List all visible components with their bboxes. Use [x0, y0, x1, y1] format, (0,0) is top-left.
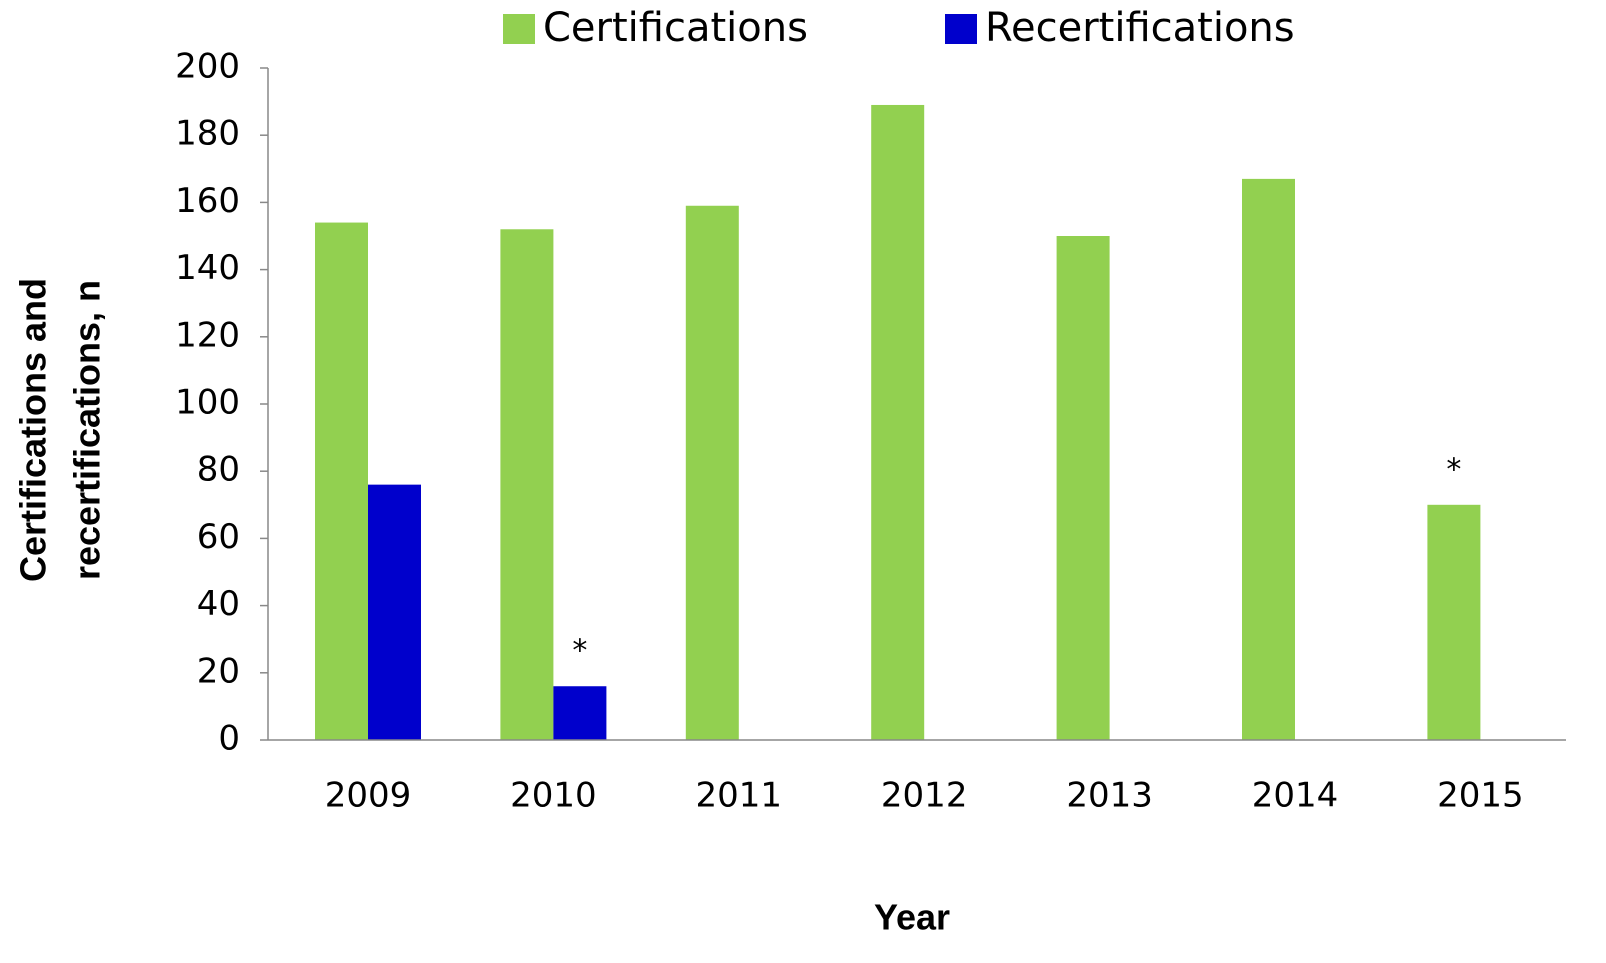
y-tick-label: 80 — [197, 450, 240, 490]
annotation: * — [1446, 452, 1461, 487]
x-tick-label: 2013 — [1066, 776, 1153, 816]
bar — [500, 229, 554, 740]
y-tick-label: 40 — [197, 584, 240, 624]
bar — [1427, 504, 1481, 740]
bar — [553, 686, 607, 740]
y-tick-label: 180 — [175, 114, 240, 154]
annotation: * — [572, 634, 587, 669]
x-tick-label: 2011 — [696, 776, 783, 816]
x-tick-label: 2012 — [881, 776, 968, 816]
bar — [1056, 236, 1110, 740]
bar — [685, 205, 739, 740]
bar — [1242, 178, 1295, 740]
y-tick-label: 20 — [197, 651, 240, 691]
bar — [368, 484, 421, 740]
bar — [315, 222, 368, 740]
x-tick-label: 2009 — [325, 776, 412, 816]
y-tick-label: 0 — [218, 719, 240, 759]
y-tick-label: 200 — [175, 47, 240, 87]
legend-swatch — [503, 14, 535, 44]
legend-label: Recertifications — [985, 5, 1295, 51]
y-axis-title: Certifications and — [13, 278, 54, 582]
legend-swatch — [945, 14, 977, 44]
y-tick-label: 60 — [197, 517, 240, 557]
legend-label: Certifications — [543, 5, 808, 51]
x-tick-label: 2015 — [1437, 776, 1524, 816]
y-tick-label: 120 — [175, 315, 240, 355]
y-tick-label: 100 — [175, 383, 240, 423]
bar — [871, 104, 925, 740]
y-tick-label: 160 — [175, 181, 240, 221]
x-axis-title: Year — [874, 897, 950, 938]
y-tick-label: 140 — [175, 248, 240, 288]
y-axis-title: recertifications, n — [67, 280, 108, 580]
x-tick-label: 2014 — [1252, 776, 1339, 816]
x-tick-label: 2010 — [510, 776, 597, 816]
